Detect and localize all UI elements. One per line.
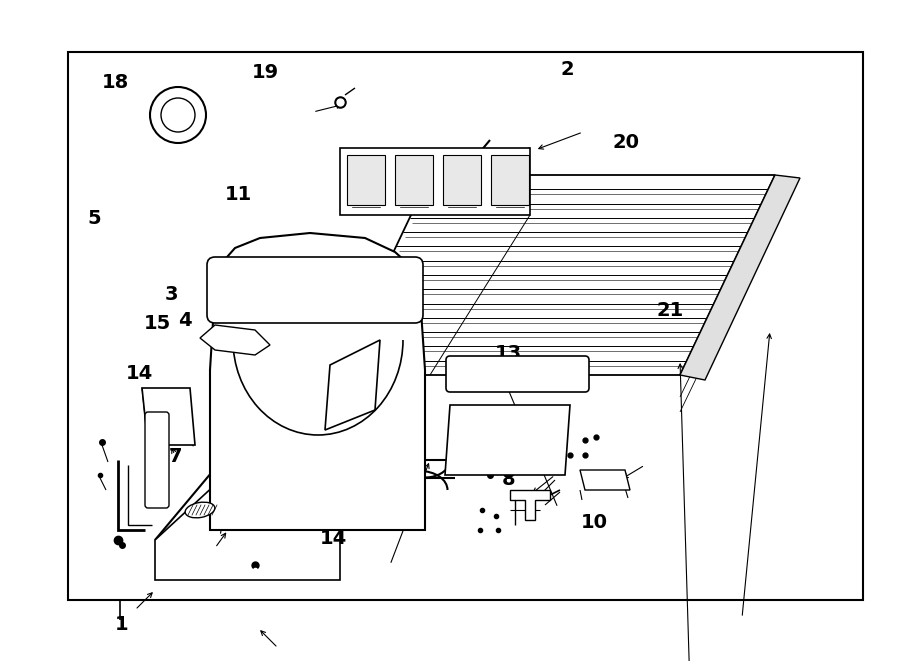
Text: 21: 21 (657, 301, 684, 320)
Text: 11: 11 (225, 186, 252, 204)
Bar (347, 155, 385, 205)
Text: 9: 9 (236, 348, 250, 366)
Circle shape (161, 98, 195, 132)
Polygon shape (200, 325, 270, 355)
Text: 20: 20 (612, 133, 639, 151)
Text: 5: 5 (87, 209, 102, 227)
Bar (491, 155, 529, 205)
Text: 3: 3 (164, 285, 178, 303)
Polygon shape (445, 405, 570, 475)
Ellipse shape (185, 502, 215, 518)
Polygon shape (325, 340, 380, 430)
Polygon shape (680, 175, 800, 380)
Text: 4: 4 (177, 311, 192, 330)
Polygon shape (142, 388, 195, 445)
FancyBboxPatch shape (207, 257, 423, 323)
Polygon shape (210, 233, 425, 530)
Text: 14: 14 (126, 364, 153, 383)
Polygon shape (155, 370, 340, 580)
Text: 14: 14 (320, 529, 346, 548)
Text: 16: 16 (495, 420, 522, 439)
Text: 10: 10 (580, 513, 608, 531)
Polygon shape (580, 470, 630, 490)
Text: 7: 7 (169, 447, 182, 465)
FancyBboxPatch shape (145, 412, 169, 508)
Text: 17: 17 (292, 477, 320, 495)
Text: 1: 1 (114, 615, 129, 634)
Polygon shape (335, 175, 775, 375)
Text: 19: 19 (252, 63, 279, 82)
Text: 2: 2 (560, 60, 574, 79)
Text: 15: 15 (144, 315, 171, 333)
Bar (443, 155, 481, 205)
Polygon shape (340, 148, 530, 215)
FancyBboxPatch shape (446, 356, 589, 392)
Bar (68, 52, 863, 600)
Bar (395, 155, 433, 205)
Circle shape (150, 87, 206, 143)
Text: 8: 8 (501, 470, 516, 488)
Text: 18: 18 (102, 73, 129, 92)
Polygon shape (210, 285, 280, 320)
Polygon shape (510, 490, 550, 520)
Text: 12: 12 (333, 278, 360, 297)
Text: 13: 13 (495, 344, 522, 363)
Text: 6: 6 (348, 394, 363, 412)
